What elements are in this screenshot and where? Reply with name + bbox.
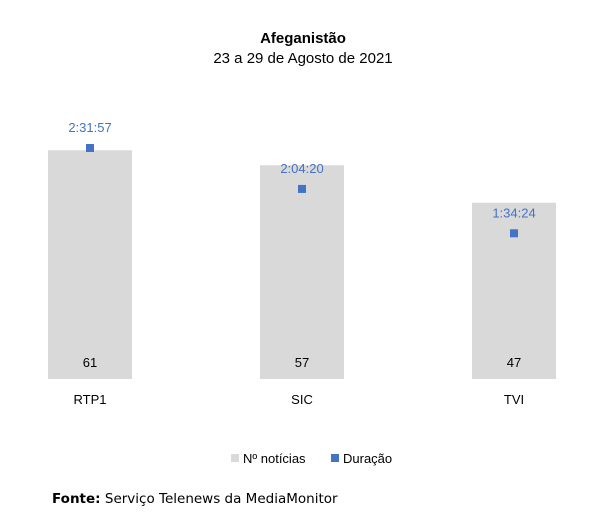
bars-layer <box>48 150 556 379</box>
bar-sic <box>260 165 344 379</box>
bar-tvi <box>472 202 556 379</box>
bar-rtp1 <box>48 150 132 379</box>
chart-subtitle: 23 a 29 de Agosto de 2021 <box>213 50 392 67</box>
duration-point-rtp1 <box>86 144 94 152</box>
category-label: RTP1 <box>74 392 107 407</box>
points-layer <box>86 144 518 238</box>
duration-point-tvi <box>510 229 518 238</box>
source-label: Fonte: <box>52 491 101 507</box>
duration-label: 2:31:57 <box>68 120 111 135</box>
bar-value-label: 57 <box>295 355 309 370</box>
duration-label: 2:04:20 <box>280 161 323 176</box>
category-label: TVI <box>504 392 524 407</box>
chart-title: Afeganistão <box>260 30 346 47</box>
bar-value-label: 61 <box>83 355 97 370</box>
bar-value-label: 47 <box>507 355 521 370</box>
legend-label-point: Duração <box>343 451 392 466</box>
source-note: Fonte: Serviço Telenews da MediaMonitor <box>52 491 338 507</box>
legend-swatch-point <box>331 454 339 462</box>
duration-label: 1:34:24 <box>492 205 535 220</box>
legend: Nº notícias Duração <box>231 451 392 466</box>
category-label: SIC <box>291 392 313 407</box>
legend-label-bar: Nº notícias <box>243 451 306 466</box>
labels-layer: 61 RTP1 2:31:57 57 SIC 2:04:20 47 TVI 1:34:24 <box>68 120 535 407</box>
legend-swatch-bar <box>231 454 239 462</box>
duration-point-sic <box>298 184 306 193</box>
chart: Afeganistão 23 a 29 de Agosto de 2021 61… <box>48 30 556 466</box>
source-text: Serviço Telenews da MediaMonitor <box>100 491 338 507</box>
